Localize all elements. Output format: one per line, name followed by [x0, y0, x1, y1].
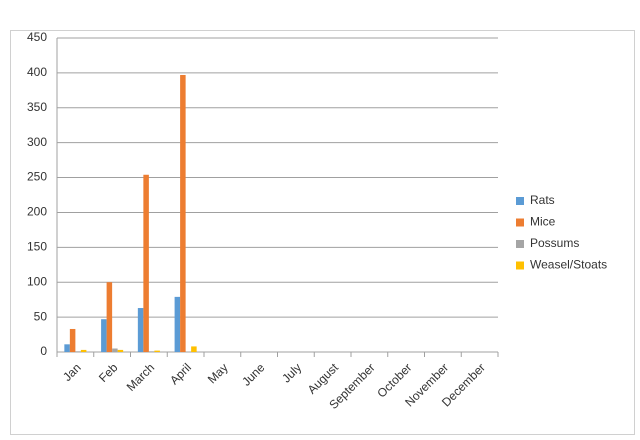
bar [143, 174, 149, 352]
bar [191, 346, 197, 352]
y-tick-label: 50 [34, 309, 48, 323]
y-tick-label: 300 [27, 135, 47, 149]
legend-swatch [516, 261, 524, 270]
bar [80, 349, 87, 352]
y-tick-label: 250 [27, 170, 47, 184]
y-tick-label: 400 [27, 65, 47, 79]
y-tick-label: 350 [27, 100, 47, 114]
legend-swatch [516, 240, 524, 248]
bar [101, 319, 107, 352]
legend-swatch [516, 197, 524, 205]
y-tick-label: 0 [40, 344, 47, 358]
legend-swatch [516, 218, 524, 227]
bar [64, 344, 70, 352]
bar [75, 351, 81, 352]
bar [69, 328, 76, 352]
bar [137, 308, 144, 352]
bar [112, 348, 118, 352]
bar [148, 351, 155, 352]
chart-frame [10, 30, 635, 435]
bar [154, 350, 160, 352]
y-tick-label: 150 [27, 240, 47, 254]
bar [174, 296, 181, 352]
legend-label: Rats [530, 193, 555, 207]
y-tick-label: 200 [27, 205, 47, 219]
bar [180, 74, 186, 352]
legend-label: Possums [530, 236, 579, 250]
bar [106, 282, 113, 352]
bar [117, 349, 124, 352]
y-tick-label: 100 [27, 274, 47, 288]
y-tick-label: 450 [27, 30, 47, 44]
legend-label: Weasel/Stoats [530, 258, 607, 272]
legend-label: Mice [530, 215, 556, 229]
